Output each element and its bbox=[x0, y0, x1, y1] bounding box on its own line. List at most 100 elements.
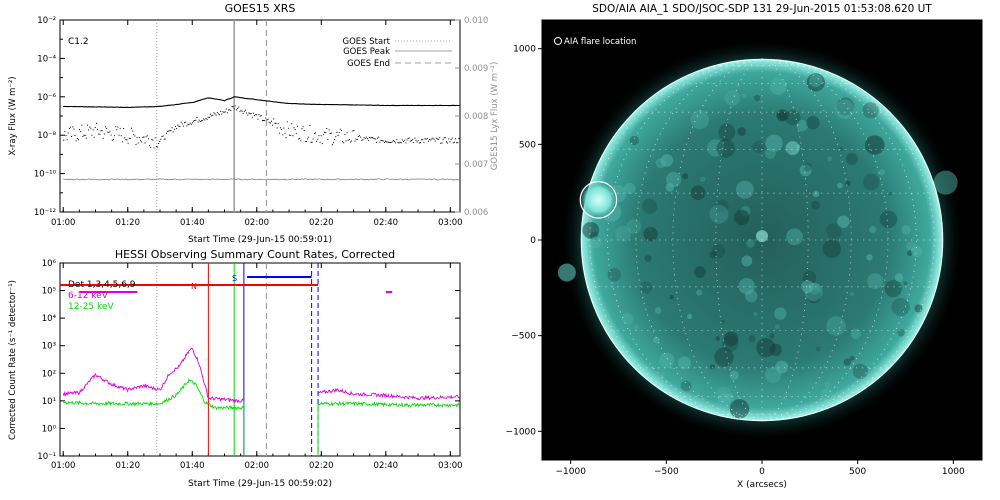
goes-lya-point bbox=[106, 127, 108, 129]
aia-axes: −1000 −500 0 500 1000 −1000 −500 0 500 1000 bbox=[506, 45, 965, 477]
solar-texture-blob bbox=[836, 97, 855, 116]
solar-texture-blob bbox=[746, 238, 755, 248]
goes-lya-point bbox=[155, 146, 157, 148]
goes-lya-point bbox=[88, 129, 90, 131]
goes-lya-point bbox=[190, 123, 192, 125]
goes-y-tick-label: 10⁻⁸ bbox=[37, 131, 56, 141]
goes-lya-point bbox=[355, 138, 357, 140]
goes-lya-point bbox=[443, 137, 445, 139]
goes-lya-point bbox=[362, 139, 364, 141]
solar-texture-blob bbox=[837, 182, 843, 189]
goes-lya-point bbox=[102, 137, 104, 139]
goes-lya-point bbox=[273, 118, 275, 120]
goes-lya-point bbox=[64, 131, 66, 133]
aia-x-tick-label: 500 bbox=[849, 467, 866, 477]
goes-lya-point bbox=[345, 140, 347, 142]
goes-lya-point bbox=[337, 135, 339, 136]
goes-lya-point bbox=[431, 138, 433, 140]
hessi-y-label: Corrected Count Rate (s⁻¹ detector⁻¹) bbox=[8, 280, 18, 440]
goes-lya-point bbox=[203, 118, 205, 120]
goes-lya-point bbox=[289, 134, 290, 136]
hessi-y-tick-label: 10⁰ bbox=[42, 424, 57, 434]
hessi-x-tick-label: 01:40 bbox=[180, 461, 205, 471]
solar-texture-blob bbox=[852, 363, 868, 379]
goes-lya-point bbox=[105, 126, 106, 128]
goes-lya-point bbox=[436, 138, 438, 140]
goes-lya-point bbox=[114, 135, 115, 137]
solar-texture-blob bbox=[715, 199, 729, 213]
solar-texture-blob bbox=[707, 139, 725, 157]
solar-texture-blob bbox=[629, 135, 639, 146]
solar-texture-blob bbox=[590, 236, 602, 248]
goes-lya-point bbox=[303, 130, 305, 131]
longitude-line bbox=[607, 58, 763, 422]
goes-lya-point bbox=[129, 138, 131, 140]
solar-texture-blob bbox=[687, 313, 693, 319]
solar-texture-blob bbox=[615, 225, 632, 242]
goes-lya-point bbox=[321, 143, 323, 145]
goes-lya-point bbox=[388, 141, 390, 143]
goes-lya-point bbox=[413, 142, 415, 143]
goes-lya-point bbox=[82, 136, 84, 138]
goes-x-tick-label: 01:00 bbox=[51, 218, 76, 228]
goes-lya-point bbox=[141, 141, 143, 143]
goes-lya-point bbox=[458, 138, 460, 139]
solar-texture-blob bbox=[866, 254, 873, 261]
solar-texture-blob bbox=[776, 109, 789, 122]
solar-texture-blob bbox=[621, 313, 634, 325]
goes-lya-point bbox=[397, 141, 399, 143]
goes-lya-point bbox=[317, 138, 319, 140]
goes-lya-point bbox=[189, 122, 191, 124]
solar-texture-blob bbox=[878, 169, 886, 176]
goes-lya-point bbox=[115, 126, 117, 128]
goes-lya-point bbox=[119, 127, 121, 129]
goes-lya-point bbox=[281, 128, 283, 130]
goes-lya-point bbox=[328, 129, 330, 131]
goes-lya-point bbox=[204, 119, 206, 121]
goes-lya-point bbox=[185, 121, 187, 123]
goes-lya-point bbox=[188, 124, 190, 126]
goes-lya-point bbox=[243, 110, 245, 112]
solar-texture-blob bbox=[715, 336, 720, 341]
goes-lya-point bbox=[406, 139, 408, 141]
solar-texture-blob bbox=[720, 319, 725, 324]
goes-lya-point bbox=[159, 141, 161, 142]
solar-texture-blob bbox=[669, 295, 674, 300]
goes-lya-point bbox=[286, 121, 288, 123]
solar-texture-blob bbox=[711, 244, 726, 258]
goes-lya-point bbox=[298, 138, 300, 140]
goes-lya-point bbox=[92, 129, 94, 131]
goes-lya-point bbox=[76, 138, 78, 139]
solar-texture-blob bbox=[774, 307, 787, 320]
hessi-x-label: Start Time (29-Jun-15 00:59:02) bbox=[188, 479, 332, 489]
goes-lya-point bbox=[284, 132, 286, 134]
goes-lya-point bbox=[285, 137, 287, 139]
solar-texture-blob bbox=[653, 336, 660, 344]
solar-texture-blob bbox=[765, 148, 776, 159]
solar-texture-blob bbox=[718, 123, 736, 141]
goes-lya-point bbox=[65, 135, 67, 136]
goes-lya-point bbox=[416, 141, 418, 143]
hessi-panel: HESSI Observing Summary Count Rates, Cor… bbox=[8, 248, 463, 489]
goes-lya-point bbox=[446, 141, 447, 143]
goes-lya-point bbox=[128, 137, 130, 139]
hessi-12-25-kev-line bbox=[63, 378, 460, 411]
hessi-legend: Det 1,3,4,5,6,9 6-12 keV 12-25 keV bbox=[68, 280, 136, 312]
goes-lya-point bbox=[357, 136, 359, 137]
solar-texture-blob bbox=[624, 182, 636, 195]
goes-series bbox=[63, 96, 460, 181]
goes-lya-point bbox=[72, 126, 74, 128]
goes-lya-point bbox=[178, 125, 180, 127]
goes-lya-point bbox=[123, 128, 125, 129]
goes-lya-point bbox=[287, 127, 289, 129]
goes-lya-point bbox=[242, 112, 244, 114]
goes-lya-point bbox=[415, 139, 417, 141]
goes-panel: GOES15 XRS 01:00 01:20 01:40 02:00 02:20 02:4… bbox=[8, 2, 500, 245]
goes-lya-point bbox=[300, 140, 302, 142]
goes-lya-point bbox=[182, 125, 184, 127]
goes-lya-point bbox=[221, 113, 223, 115]
goes-lya-point bbox=[339, 128, 341, 130]
hessi-y-tick-label: 10⁵ bbox=[42, 287, 56, 297]
goes-lya-point bbox=[236, 109, 237, 111]
goes-lya-point bbox=[322, 134, 324, 136]
